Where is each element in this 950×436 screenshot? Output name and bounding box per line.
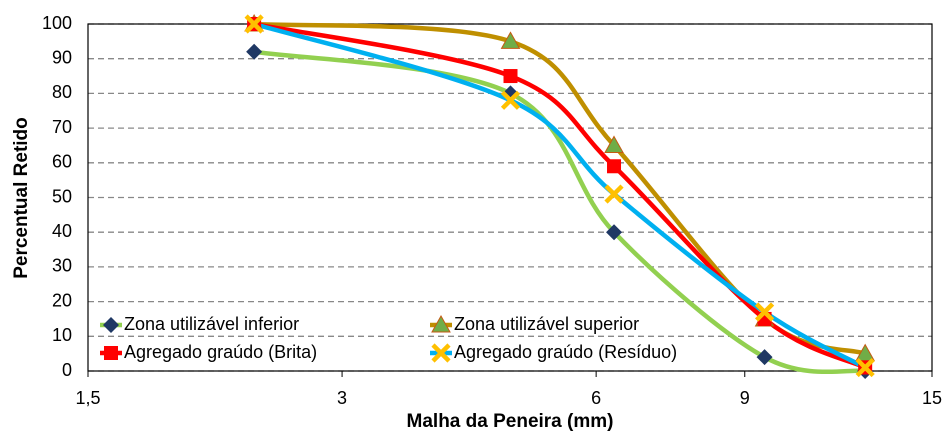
y-tick-label: 10 bbox=[52, 325, 72, 345]
marker bbox=[246, 43, 263, 60]
legend-marker bbox=[431, 314, 451, 333]
y-tick-label: 0 bbox=[62, 360, 72, 380]
x-tick-label: 6 bbox=[591, 388, 601, 408]
x-tick-label: 9 bbox=[740, 388, 750, 408]
series-line bbox=[253, 21, 866, 356]
marker bbox=[754, 302, 775, 322]
y-tick-label: 30 bbox=[52, 256, 72, 276]
y-tick-label: 100 bbox=[42, 13, 72, 33]
marker bbox=[244, 14, 264, 34]
marker bbox=[604, 184, 624, 204]
y-tick-label: 60 bbox=[52, 152, 72, 172]
marker bbox=[500, 90, 521, 110]
plot-border bbox=[87, 23, 933, 372]
y-tick-label: 80 bbox=[52, 82, 72, 102]
series-line bbox=[253, 49, 866, 375]
y-tick-label: 70 bbox=[52, 117, 72, 137]
legend-marker bbox=[103, 317, 119, 333]
marker bbox=[500, 31, 521, 49]
legend-label: Zona utilizável superior bbox=[454, 314, 639, 334]
y-tick-label: 20 bbox=[52, 290, 72, 310]
x-axis-title: Malha da Peneira (mm) bbox=[407, 411, 614, 432]
legend-marker bbox=[104, 346, 118, 360]
marker bbox=[503, 69, 518, 84]
legend-label: Zona utilizável inferior bbox=[124, 314, 299, 334]
marker bbox=[604, 135, 624, 153]
legend-label: Agregado graúdo (Brita) bbox=[124, 342, 317, 362]
y-axis-title: Percentual Retido bbox=[11, 117, 32, 279]
marker bbox=[855, 357, 875, 378]
y-tick-label: 50 bbox=[52, 186, 72, 206]
legend-marker bbox=[431, 343, 451, 363]
y-tick-label: 90 bbox=[52, 47, 72, 67]
x-tick-label: 15 bbox=[922, 388, 942, 408]
marker bbox=[607, 159, 622, 174]
marker bbox=[756, 349, 773, 366]
series-line bbox=[253, 21, 867, 370]
series-line bbox=[253, 21, 867, 370]
y-tick-label: 40 bbox=[52, 221, 72, 241]
x-tick-label: 3 bbox=[337, 388, 347, 408]
legend-label: Agregado graúdo (Resíduo) bbox=[454, 342, 677, 362]
marker bbox=[606, 224, 623, 241]
x-tick-label: 1,5 bbox=[75, 388, 100, 408]
